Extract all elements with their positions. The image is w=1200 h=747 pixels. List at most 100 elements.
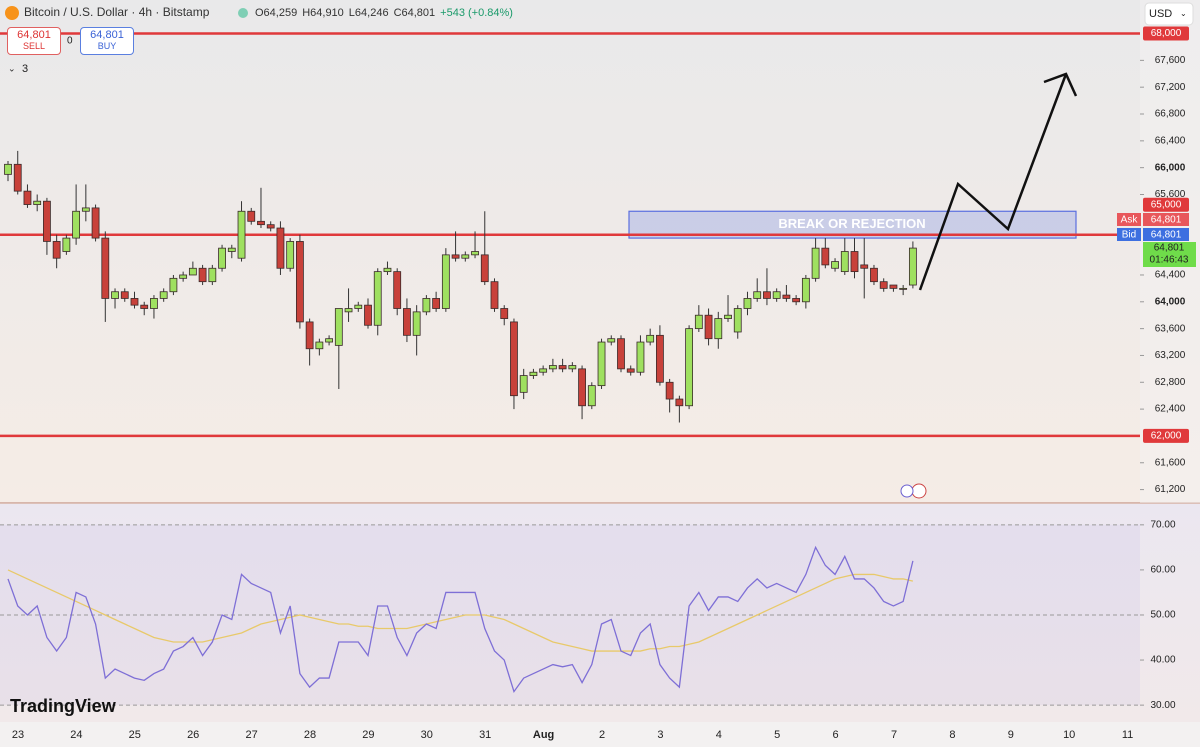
candle-body bbox=[889, 284, 898, 289]
x-tick-label: 29 bbox=[362, 729, 374, 741]
rsi-line bbox=[7, 569, 914, 652]
candle-body bbox=[539, 368, 548, 373]
level-label: 62,000 bbox=[1151, 431, 1182, 442]
candle-body bbox=[870, 267, 878, 283]
candle-body bbox=[257, 220, 265, 226]
candle-body bbox=[159, 291, 168, 299]
candle-body bbox=[130, 298, 139, 306]
candle-body bbox=[714, 318, 723, 340]
y-tick-label: 62,800 bbox=[1155, 377, 1186, 388]
candle-body bbox=[510, 321, 518, 397]
candle-body bbox=[373, 271, 382, 326]
candle-body bbox=[198, 267, 207, 283]
y-tick-label: 65,600 bbox=[1155, 189, 1186, 200]
candle-body bbox=[403, 308, 411, 336]
y-tick-label: 66,400 bbox=[1155, 135, 1186, 146]
y-tick-label: 61,200 bbox=[1155, 484, 1186, 495]
candle-body bbox=[4, 163, 12, 175]
level-tag bbox=[1143, 428, 1189, 443]
candle-body bbox=[43, 200, 51, 242]
rsi-pane bbox=[0, 504, 1200, 722]
candle-body bbox=[821, 247, 830, 266]
symbol-title: Bitcoin / U.S. Dollar · 4h · Bitstamp bbox=[24, 5, 210, 19]
x-tick-label: 5 bbox=[774, 729, 780, 741]
rsi-layer: 30.00 40.00 50.00 60.00 70.00 bbox=[0, 519, 1176, 711]
candle-body bbox=[617, 338, 625, 370]
candle-body bbox=[607, 338, 616, 343]
candle-body bbox=[694, 314, 703, 330]
candle-body bbox=[315, 341, 324, 350]
candle-body bbox=[334, 308, 343, 346]
candle-body bbox=[451, 254, 460, 259]
arrow-head bbox=[1043, 72, 1078, 97]
candle-body bbox=[461, 254, 470, 259]
y-tick-label: 70.00 bbox=[1150, 519, 1175, 530]
x-tick-label: 8 bbox=[949, 729, 955, 741]
candle-body bbox=[81, 207, 90, 212]
candle-body bbox=[743, 298, 752, 309]
candle-body bbox=[383, 267, 392, 273]
candle-body bbox=[685, 328, 693, 407]
candle-body bbox=[247, 210, 256, 222]
ohlc-legend: O64,259 H64,910 L64,246 C64,801 +543 (+0.84%… bbox=[255, 7, 513, 19]
ohlc-value: H64,910 bbox=[302, 7, 344, 19]
candle-body bbox=[325, 338, 333, 343]
candle-body bbox=[393, 271, 402, 309]
candle-body bbox=[665, 381, 674, 400]
x-tick-label: 6 bbox=[833, 729, 839, 741]
candle-body bbox=[792, 298, 801, 303]
x-tick-label: 25 bbox=[129, 729, 141, 741]
status-dot bbox=[238, 8, 248, 18]
candle-body bbox=[72, 210, 81, 239]
candle-body bbox=[782, 294, 791, 299]
candle-body bbox=[305, 321, 314, 350]
candle-body bbox=[860, 264, 869, 269]
last-price-tag bbox=[1143, 242, 1196, 267]
candle-body bbox=[120, 291, 129, 299]
sell-button[interactable]: 64,801 SELL bbox=[7, 27, 61, 55]
ask-price-tag bbox=[1143, 213, 1189, 226]
candle-body bbox=[62, 237, 71, 252]
candle-body bbox=[412, 311, 421, 336]
chevron: ⌄ bbox=[8, 63, 16, 73]
ohlc-value: O64,259 bbox=[255, 7, 297, 19]
candle-body bbox=[529, 371, 538, 376]
candle-body bbox=[169, 277, 178, 293]
currency-select[interactable] bbox=[1144, 2, 1194, 26]
x-tick-label: 9 bbox=[1008, 729, 1014, 741]
x-tick-label: 23 bbox=[12, 729, 24, 741]
candle-body bbox=[218, 247, 226, 269]
candle-body bbox=[753, 291, 762, 299]
main-pane bbox=[0, 0, 1200, 503]
candle-body bbox=[626, 368, 635, 373]
candle-body bbox=[831, 261, 839, 269]
candle-body bbox=[237, 210, 246, 259]
x-tick-label: 2 bbox=[599, 729, 605, 741]
ohlc-value: C64,801 bbox=[394, 7, 436, 19]
x-tick-label: 11 bbox=[1122, 729, 1133, 741]
buy-price: 64,801 bbox=[90, 29, 124, 41]
y-tick-label: 64,400 bbox=[1155, 270, 1186, 281]
bid-label: Bid bbox=[1122, 230, 1136, 241]
candle-body bbox=[500, 308, 509, 319]
candle-body bbox=[13, 163, 22, 192]
buy-label: BUY bbox=[97, 41, 117, 51]
rsi-line bbox=[7, 545, 914, 694]
candle-body bbox=[52, 241, 61, 259]
x-tick-label: 3 bbox=[657, 729, 663, 741]
candle-body bbox=[558, 365, 567, 370]
y-tick-label: 64,000 bbox=[1155, 296, 1186, 307]
candle-body bbox=[568, 365, 577, 370]
event-icon bbox=[900, 483, 927, 499]
x-tick-label: Aug bbox=[533, 729, 554, 741]
y-tick-label: 67,200 bbox=[1155, 82, 1186, 93]
candle-body bbox=[208, 267, 217, 283]
buy-button[interactable]: 64,801 BUY bbox=[80, 27, 134, 55]
sell-price: 64,801 bbox=[17, 29, 51, 41]
candle-body bbox=[597, 341, 606, 387]
candle-body bbox=[33, 200, 42, 205]
ohlc-value: L64,246 bbox=[349, 7, 389, 19]
candle-body bbox=[101, 237, 110, 299]
